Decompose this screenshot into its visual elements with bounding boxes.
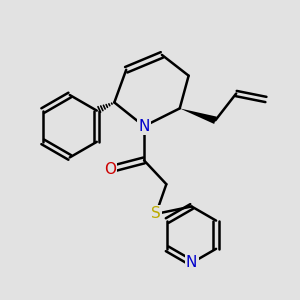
- Text: N: N: [138, 119, 150, 134]
- Text: S: S: [151, 206, 161, 221]
- Text: N: N: [186, 255, 197, 270]
- Polygon shape: [180, 108, 217, 124]
- Text: O: O: [104, 162, 116, 177]
